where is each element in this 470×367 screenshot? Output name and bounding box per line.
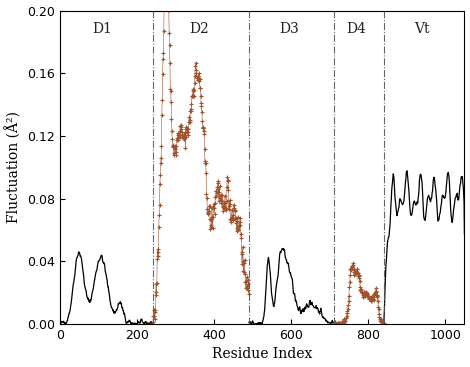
Text: D2: D2	[189, 22, 209, 36]
X-axis label: Residue Index: Residue Index	[212, 348, 313, 361]
Text: D1: D1	[93, 22, 112, 36]
Text: D4: D4	[347, 22, 367, 36]
Text: Vt: Vt	[415, 22, 430, 36]
Y-axis label: Fluctuation (Å²): Fluctuation (Å²)	[6, 111, 22, 223]
Text: D3: D3	[279, 22, 299, 36]
